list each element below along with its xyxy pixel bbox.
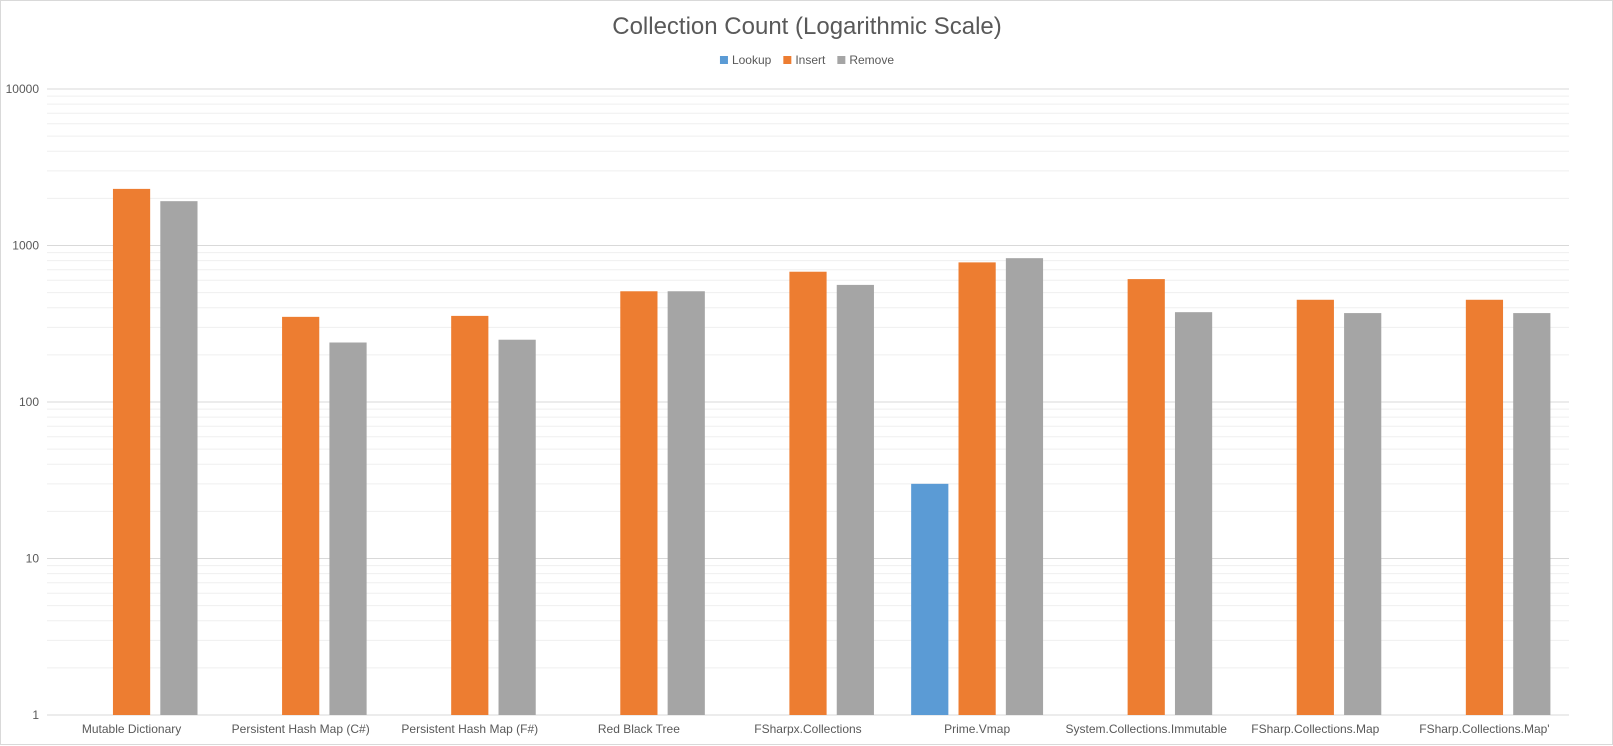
x-tick-label: System.Collections.Immutable (1066, 722, 1228, 736)
x-tick-label: FSharp.Collections.Map' (1419, 722, 1549, 736)
bar-insert (789, 271, 827, 715)
bar-remove (1344, 313, 1382, 715)
bar-remove (1174, 312, 1213, 715)
x-tick-label: Prime.Vmap (944, 722, 1010, 736)
bar-insert (1465, 299, 1504, 715)
bar-insert (1127, 279, 1165, 715)
bar-remove (836, 284, 874, 715)
y-axis-ticks: 1 10 100 1000 10000 (6, 82, 40, 722)
x-tick-label: Persistent Hash Map (F#) (401, 722, 538, 736)
x-tick-label: Red Black Tree (598, 722, 680, 736)
bar-insert (451, 315, 489, 715)
bar-remove (498, 339, 536, 715)
legend-label-remove: Remove (849, 53, 894, 67)
y-tick-label: 10 (26, 552, 40, 566)
bar-lookup (911, 483, 949, 715)
y-tick-label: 100 (19, 395, 39, 409)
x-tick-label: FSharp.Collections.Map (1251, 722, 1379, 736)
y-tick-label: 1000 (12, 239, 39, 253)
legend-swatch-insert (783, 56, 792, 64)
legend-swatch-lookup (719, 56, 728, 64)
bars (112, 188, 1551, 716)
chart-title: Collection Count (Logarithmic Scale) (612, 13, 1002, 40)
legend-label-insert: Insert (795, 53, 826, 67)
x-axis-ticks: Mutable Dictionary Persistent Hash Map (C… (82, 722, 1550, 736)
bar-insert (282, 316, 320, 715)
bar-remove (1513, 313, 1551, 715)
legend-label-lookup: Lookup (732, 53, 772, 67)
legend-swatch-remove (837, 56, 846, 64)
bar-insert (620, 291, 658, 715)
legend: Lookup Insert Remove (719, 53, 894, 67)
bar-insert (958, 262, 996, 715)
y-tick-label: 10000 (6, 82, 40, 96)
bar-remove (1005, 258, 1044, 715)
x-tick-label: Mutable Dictionary (82, 722, 181, 736)
bar-insert (112, 188, 151, 715)
bar-insert (1296, 299, 1334, 715)
x-tick-label: Persistent Hash Map (C#) (232, 722, 370, 736)
bar-remove (329, 342, 367, 715)
y-tick-label: 1 (32, 708, 39, 722)
bar-remove (160, 201, 198, 716)
bar-remove (667, 291, 705, 715)
x-tick-label: FSharpx.Collections (754, 722, 861, 736)
